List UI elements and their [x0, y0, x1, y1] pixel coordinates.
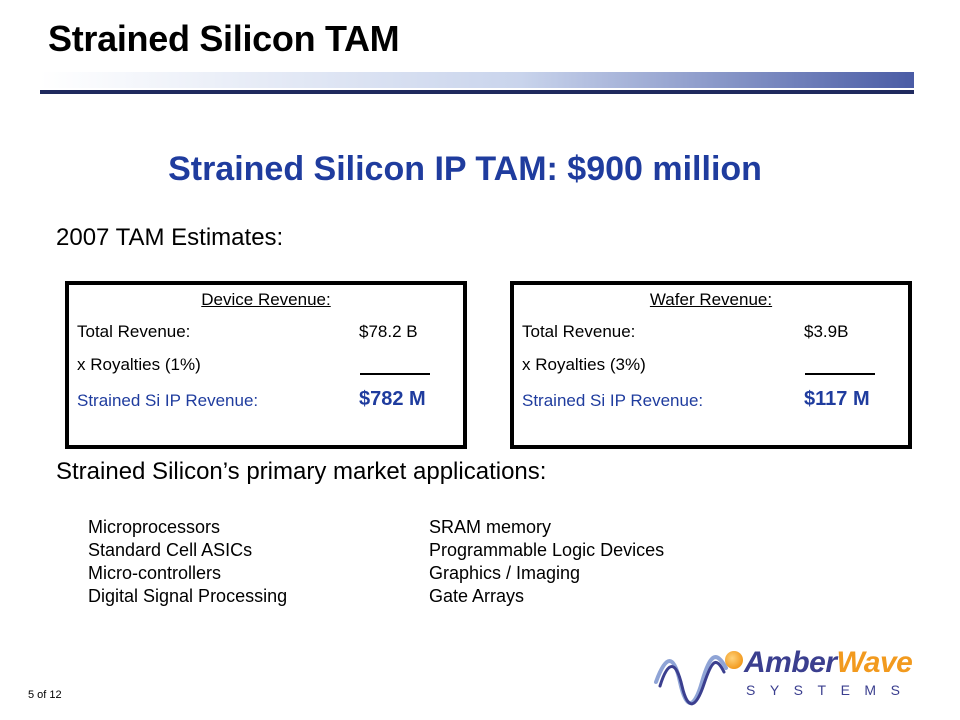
wave-logo-icon [654, 651, 743, 706]
title-divider [40, 90, 914, 94]
logo-word-amber: Amber [744, 646, 837, 679]
applications-list-right: SRAM memory Programmable Logic Devices G… [429, 516, 664, 608]
device-box-heading: Device Revenue: [201, 290, 331, 309]
list-item: Standard Cell ASICs [88, 540, 253, 560]
device-revenue-box: Device Revenue: Total Revenue: $78.2 B x… [65, 281, 467, 449]
title-gradient-rule [40, 72, 914, 88]
device-ip-value: $782 M [359, 388, 426, 410]
logo-word-wave: Wave [836, 646, 913, 679]
page-number: 5 of 12 [28, 689, 62, 701]
device-ip-label: Strained Si IP Revenue: [77, 391, 259, 410]
logo-wordmark: AmberWave [744, 646, 913, 680]
wafer-royalty-label: x Royalties (3%) [522, 355, 646, 374]
slide-title: Strained Silicon TAM [48, 18, 400, 59]
applications-list-left: Microprocessors Standard Cell ASICs Micr… [88, 516, 287, 608]
amberwave-logo: AmberWave SYSTEMS [652, 646, 914, 712]
headline: Strained Silicon IP TAM: $900 million [168, 150, 762, 188]
list-item: Microprocessors [88, 517, 221, 537]
wafer-total-value: $3.9B [804, 322, 849, 341]
wafer-ip-label: Strained Si IP Revenue: [522, 391, 704, 410]
device-blank-line [360, 373, 430, 375]
wafer-total-label: Total Revenue: [522, 322, 636, 341]
list-item: Programmable Logic Devices [429, 540, 665, 560]
applications-heading: Strained Silicon’s primary market applic… [56, 458, 547, 485]
list-item: Gate Arrays [429, 586, 525, 606]
list-item: Digital Signal Processing [88, 586, 288, 606]
wafer-ip-value: $117 M [804, 388, 870, 410]
list-item: Graphics / Imaging [429, 563, 581, 583]
logo-subtitle: SYSTEMS [746, 682, 915, 698]
device-royalty-label: x Royalties (1%) [77, 355, 201, 374]
wafer-blank-line [805, 373, 875, 375]
estimates-heading: 2007 TAM Estimates: [56, 224, 284, 251]
list-item: SRAM memory [429, 517, 552, 537]
device-total-label: Total Revenue: [77, 322, 191, 341]
device-total-value: $78.2 B [359, 322, 418, 341]
list-item: Micro-controllers [88, 563, 222, 583]
wafer-box-heading: Wafer Revenue: [649, 290, 773, 309]
wafer-revenue-box: Wafer Revenue: Total Revenue: $3.9B x Ro… [510, 281, 912, 449]
